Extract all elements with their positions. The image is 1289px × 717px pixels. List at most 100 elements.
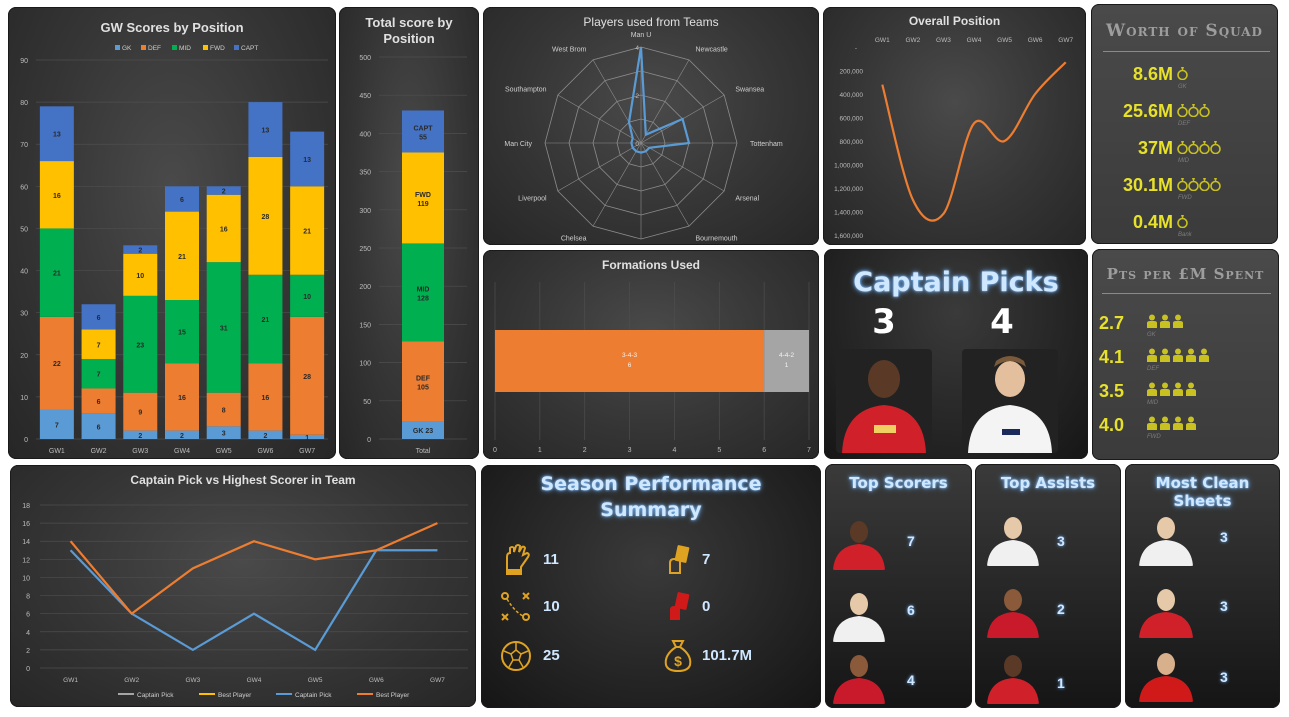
y-tick-label: 0	[26, 666, 30, 673]
data-label: 6	[97, 315, 101, 322]
radar-spoke	[557, 142, 642, 192]
top-assist-value-3: 1	[1057, 675, 1065, 691]
data-label-value: 105	[417, 384, 429, 391]
data-label: 21	[53, 271, 61, 278]
money-bag-icons	[1177, 103, 1210, 120]
y-tick-label: 4	[26, 630, 30, 637]
x-tick-label: GW1	[63, 677, 78, 684]
bar-mid-gw5	[206, 262, 241, 393]
data-label: 2	[263, 433, 267, 440]
total-score-title-1: Total score by	[365, 15, 453, 30]
football-icon	[499, 639, 533, 678]
data-label: 28	[303, 374, 311, 381]
overall-position-panel: Overall Position - 200,000 400,000 600,000 8…	[823, 7, 1086, 245]
y-tick-label: 300	[359, 208, 371, 215]
bar-fwd-gw2	[81, 329, 116, 359]
y-tick-label: 30	[20, 311, 28, 318]
overall-position-chart: - 200,000 400,000 600,000 800,000 1,000,000 1,…	[834, 37, 1073, 240]
bar-gk-gw3	[123, 430, 158, 439]
captain-count-left: 3	[872, 302, 896, 342]
x-tick-label: 4	[672, 447, 676, 454]
season-title-1: Season Performance	[540, 473, 762, 495]
bar-gk-gw6	[248, 430, 283, 439]
tactics-icon	[499, 590, 533, 629]
y-tick-label: 1,200,000	[834, 186, 863, 193]
worth-value-gk: 8.6M	[1132, 64, 1173, 84]
captain-panel: Captain Picks 3 4	[824, 249, 1088, 459]
x-tick-label: GW7	[1058, 37, 1073, 44]
data-label: 10	[303, 294, 311, 301]
y-tick-label: 600,000	[840, 116, 864, 123]
top-assist-value-2: 2	[1057, 601, 1065, 617]
captain-count-right: 4	[990, 302, 1014, 342]
bar-def-gw7	[290, 316, 325, 435]
data-label: 15	[178, 330, 186, 337]
bar-mid-gw7	[290, 274, 325, 317]
x-tick-label: GW1	[49, 448, 65, 455]
x-tick-label: GW3	[185, 677, 200, 684]
data-label: 31	[220, 325, 228, 332]
x-tick-label: GW4	[967, 37, 982, 44]
yellow-card-icon	[664, 543, 694, 582]
top-scorer-photo-3	[831, 648, 887, 704]
y-tick-label: -	[855, 45, 857, 52]
clean-sheet-value-3: 3	[1220, 669, 1228, 685]
bar-def-gw6	[248, 363, 283, 431]
worth-value-fwd: 30.1M	[1122, 175, 1173, 195]
legend-label-gk: GK	[122, 45, 132, 52]
clean-sheet-photo-2	[1137, 582, 1195, 638]
data-label: 9	[138, 410, 142, 417]
total-score-chart: 0 50 100 150 200 250 300 350 400 450 500 GK 23 DEF 10…	[359, 55, 467, 455]
clean-sheets-title: Most Clean Sheets	[1155, 474, 1250, 510]
bar-total-mid	[402, 243, 444, 342]
worth-value-mid: 37M	[1137, 138, 1173, 158]
y-tick-label: 2	[26, 648, 30, 655]
y-tick-label: 50	[363, 399, 371, 406]
bar-capt-gw1	[39, 106, 74, 162]
legend-label: Captain Pick	[137, 692, 174, 699]
line-best-player	[69, 522, 438, 616]
formation-name: 3-4-3	[622, 352, 638, 359]
worth-divider	[1103, 51, 1270, 52]
goalkeeper-saves-value: 11	[543, 551, 559, 568]
season-title-2: Summary	[600, 499, 702, 521]
y-tick-label: 400	[359, 131, 371, 138]
overall-position-line	[881, 61, 1067, 222]
pts-label-mid: MID	[1147, 400, 1158, 406]
yellow-cards-value: 7	[702, 551, 711, 568]
worth-title: Worth of Squad	[1106, 21, 1263, 41]
radar-axis-label: West Brom	[552, 47, 587, 54]
y-tick-label: 16	[22, 521, 30, 528]
top-scorer-value-2: 6	[907, 602, 915, 618]
pts-per-m-title: Pts per £M Spent	[1106, 265, 1265, 283]
top-scorer-value-1: 7	[907, 533, 915, 549]
data-label: 7	[97, 372, 101, 379]
formation-name: 4-4-2	[779, 352, 795, 359]
data-label: 7	[55, 422, 59, 429]
data-label-name: CAPT	[413, 125, 433, 132]
y-tick-label: 40	[20, 269, 28, 276]
data-label-name: DEF	[416, 375, 431, 382]
x-tick-label: GW7	[430, 677, 445, 684]
bar-gk-gw7	[290, 434, 325, 439]
total-score-panel: Total score by Position 0 50 100 150 200 250 3…	[339, 7, 479, 459]
radar-spoke	[592, 142, 642, 227]
legend-label-def: DEF	[148, 45, 161, 52]
radar-axis-label: Southampton	[505, 87, 547, 94]
radar-axis-label: Chelsea	[561, 235, 587, 242]
legend-label: Best Player	[218, 692, 252, 699]
overall-position-title: Overall Position	[908, 14, 1001, 28]
data-label: 6	[97, 399, 101, 406]
top-scorers-panel: Top Scorers 7 6 4	[825, 464, 972, 708]
bar-total-def	[402, 341, 444, 422]
y-tick-label: 6	[26, 612, 30, 619]
y-tick-label: 8	[26, 594, 30, 601]
bar-fwd-gw4	[165, 211, 199, 301]
gw-scores-title: GW Scores by Position	[100, 20, 244, 35]
x-tick-label: GW6	[257, 448, 273, 455]
radar-spoke	[592, 59, 642, 144]
captain-vs-title: Captain Pick vs Highest Scorer in Team	[130, 473, 356, 487]
pts-value-gk: 2.7	[1099, 313, 1125, 333]
y-tick-label: 200,000	[840, 69, 864, 76]
data-label: 21	[262, 317, 270, 324]
